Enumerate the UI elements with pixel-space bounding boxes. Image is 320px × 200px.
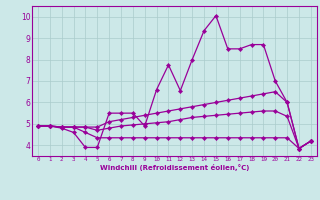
X-axis label: Windchill (Refroidissement éolien,°C): Windchill (Refroidissement éolien,°C) [100, 164, 249, 171]
